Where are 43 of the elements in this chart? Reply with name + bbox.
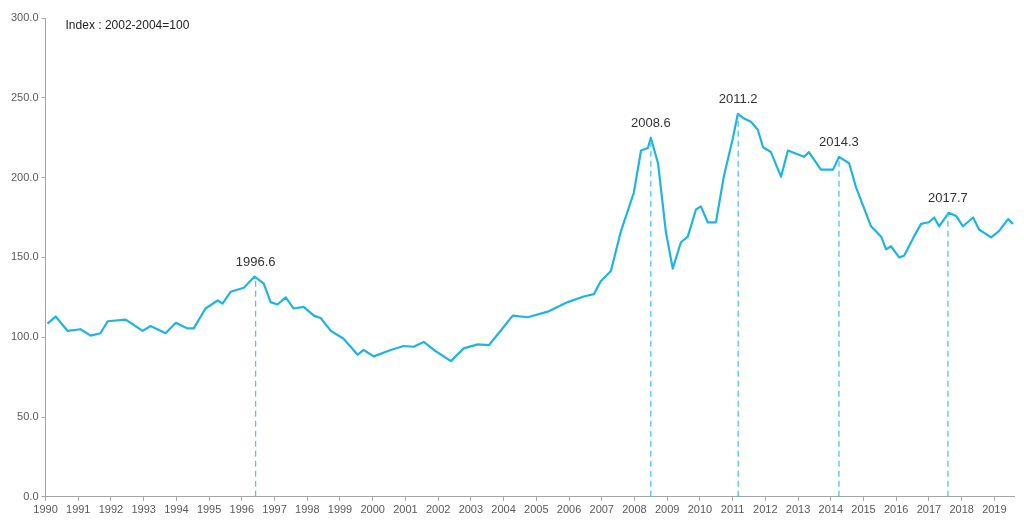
x-tick-label: 2015 <box>851 503 876 516</box>
x-tick-label: 2014 <box>818 503 844 516</box>
y-tick-label: 150.0 <box>11 250 39 263</box>
x-tick-label: 1992 <box>98 503 124 516</box>
annotation: 2008.6 <box>630 114 671 130</box>
x-tick-label: 2016 <box>883 503 909 516</box>
x-tick-label: 2019 <box>982 503 1007 516</box>
x-tick-label: 1995 <box>196 503 222 516</box>
x-tick-label: 2002 <box>425 503 451 516</box>
x-tick-label: 2008 <box>622 503 647 516</box>
x-tick-label: 2001 <box>393 503 418 516</box>
x-tick-label: 2009 <box>654 503 680 516</box>
y-tick-label: 0.0 <box>23 489 39 502</box>
x-tick-label: 2007 <box>589 503 614 516</box>
x-tick-label: 1993 <box>131 503 156 516</box>
x-tick-label: 1990 <box>33 503 58 516</box>
x-tick-label: 1997 <box>262 503 287 516</box>
y-tick-label: 300.0 <box>11 11 39 24</box>
x-tick-label: 2006 <box>556 503 582 516</box>
x-tick-label: 2018 <box>949 503 974 516</box>
x-tick-label: 2012 <box>753 503 778 516</box>
x-tick-label: 2005 <box>524 503 549 516</box>
annotation: 1996.6 <box>235 253 276 269</box>
x-tick-label: 1991 <box>66 503 91 516</box>
x-tick-label: 1998 <box>295 503 320 516</box>
x-tick-label: 2000 <box>360 503 385 516</box>
x-tick-label: 2010 <box>687 503 713 516</box>
annotation: 2014.3 <box>819 133 859 149</box>
annotation: Index : 2002-2004=100 <box>65 18 190 33</box>
y-tick-label: 50.0 <box>17 410 39 423</box>
x-tick-label: 2017 <box>916 503 942 516</box>
annotation: 2011.2 <box>718 90 758 106</box>
x-tick-label: 2013 <box>785 503 811 516</box>
x-tick-label: 1994 <box>164 503 189 516</box>
x-tick-label: 2011 <box>720 503 745 516</box>
y-tick-label: 250.0 <box>11 90 39 103</box>
annotation: 2017.7 <box>928 189 968 205</box>
x-tick-label: 1996 <box>229 503 255 516</box>
y-tick-label: 200.0 <box>11 170 39 183</box>
x-tick-label: 1999 <box>327 503 353 516</box>
x-tick-label: 2004 <box>491 503 516 516</box>
x-tick-label: 2003 <box>458 503 484 516</box>
y-tick-label: 100.0 <box>11 330 39 343</box>
